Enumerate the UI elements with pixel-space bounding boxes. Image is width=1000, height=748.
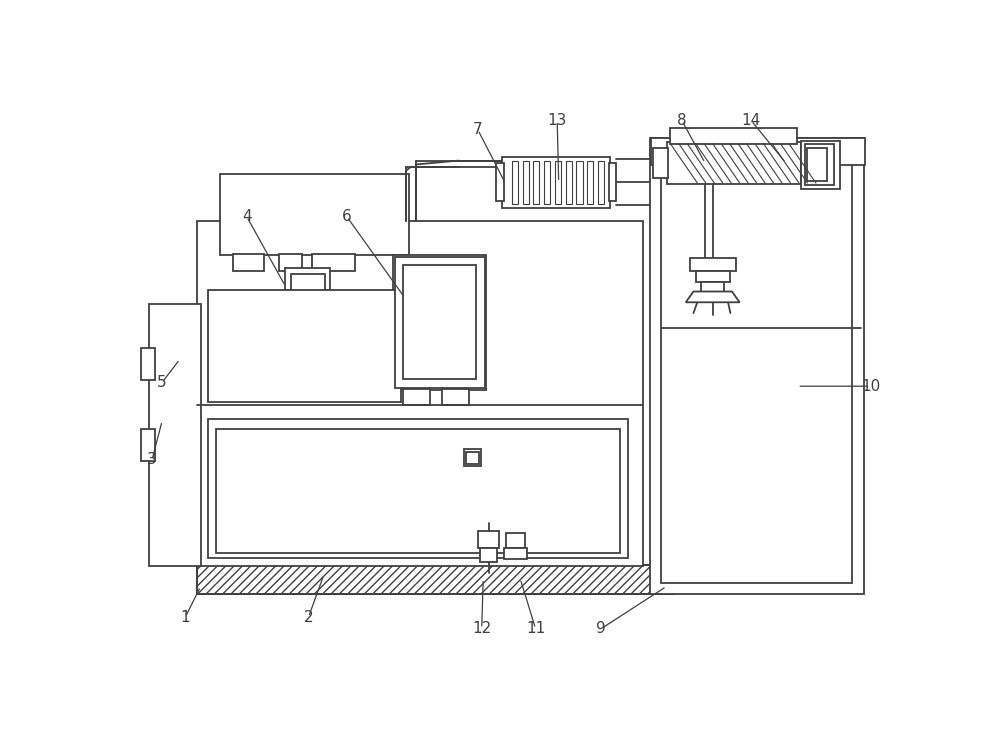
- Bar: [653, 148, 668, 178]
- Bar: [399, 261, 480, 385]
- Text: 2: 2: [304, 610, 313, 625]
- Bar: [285, 269, 330, 308]
- Bar: [403, 266, 476, 379]
- Bar: [141, 348, 155, 380]
- Text: 6: 6: [342, 209, 352, 224]
- Bar: [506, 533, 525, 548]
- Bar: [666, 142, 801, 185]
- Bar: [480, 548, 497, 562]
- Bar: [696, 272, 730, 282]
- Bar: [504, 548, 527, 559]
- Bar: [393, 255, 486, 390]
- Bar: [197, 565, 674, 594]
- Bar: [197, 565, 674, 594]
- Bar: [478, 531, 499, 548]
- Bar: [496, 163, 504, 201]
- Bar: [464, 450, 481, 466]
- Bar: [502, 157, 610, 208]
- Bar: [801, 141, 840, 189]
- Text: 14: 14: [742, 113, 761, 128]
- Bar: [544, 161, 550, 203]
- Bar: [701, 282, 724, 292]
- Bar: [533, 161, 539, 203]
- Bar: [661, 150, 852, 583]
- Bar: [312, 254, 355, 271]
- Text: 9: 9: [596, 622, 606, 637]
- Bar: [141, 429, 155, 461]
- Bar: [208, 420, 628, 558]
- Bar: [650, 138, 864, 594]
- Text: 12: 12: [472, 622, 491, 637]
- Bar: [807, 148, 827, 182]
- Text: 5: 5: [157, 375, 167, 390]
- Text: 1: 1: [180, 610, 190, 625]
- Bar: [609, 163, 616, 201]
- Text: 11: 11: [526, 622, 545, 637]
- Bar: [670, 128, 797, 144]
- Bar: [555, 161, 561, 203]
- Text: 4: 4: [242, 209, 252, 224]
- Bar: [466, 452, 479, 464]
- Bar: [587, 161, 593, 203]
- Bar: [512, 161, 518, 203]
- Bar: [651, 138, 865, 165]
- Bar: [566, 161, 572, 203]
- Bar: [403, 388, 430, 405]
- Bar: [216, 429, 620, 554]
- Text: 13: 13: [547, 113, 567, 128]
- Bar: [598, 161, 604, 203]
- Text: 3: 3: [147, 452, 157, 467]
- Bar: [291, 274, 325, 303]
- Bar: [220, 174, 409, 255]
- Bar: [576, 161, 583, 203]
- Text: 10: 10: [861, 378, 880, 393]
- Bar: [805, 144, 834, 186]
- Bar: [233, 254, 264, 271]
- Bar: [208, 290, 401, 402]
- Polygon shape: [686, 292, 740, 302]
- Bar: [197, 221, 643, 565]
- Text: 8: 8: [677, 113, 687, 128]
- Bar: [690, 257, 736, 272]
- Bar: [279, 254, 302, 271]
- Bar: [149, 304, 201, 565]
- Bar: [523, 161, 529, 203]
- Bar: [395, 257, 485, 387]
- Bar: [442, 388, 469, 405]
- Text: 7: 7: [473, 123, 483, 138]
